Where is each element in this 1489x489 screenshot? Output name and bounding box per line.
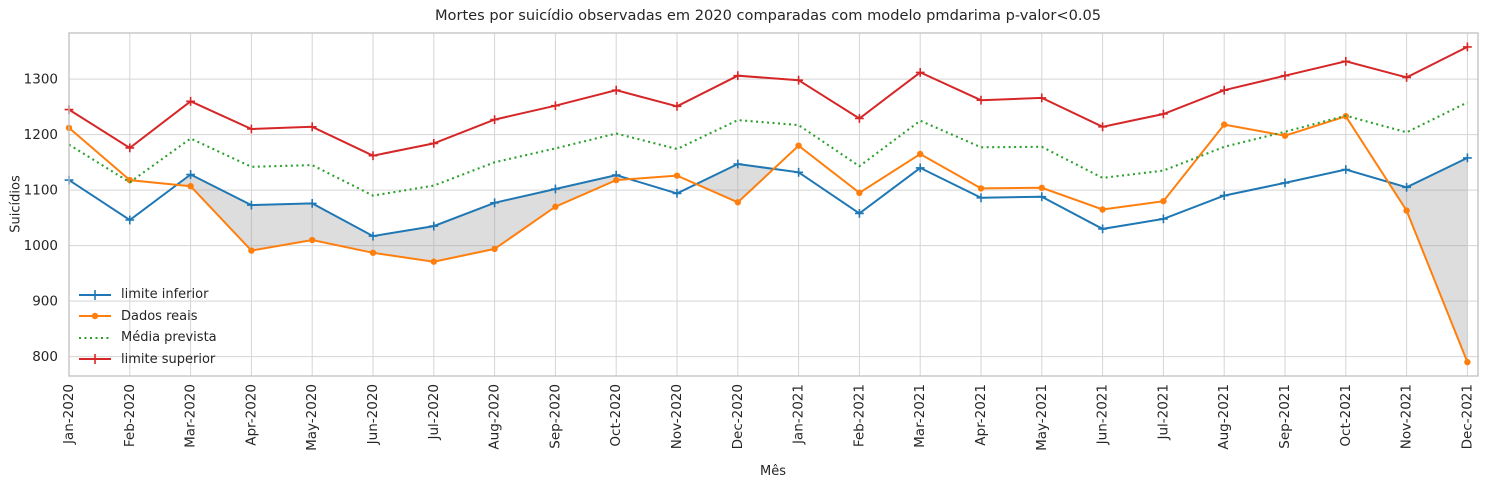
x-tick-label: Feb-2021 (851, 384, 867, 447)
x-tick-label: Apr-2020 (243, 384, 259, 446)
legend-line-sample-icon (78, 285, 112, 305)
circle-marker (1221, 121, 1228, 128)
x-tick-label: Apr-2021 (973, 384, 989, 446)
circle-marker (917, 150, 924, 158)
x-tick-label: Jun-2020 (365, 384, 381, 445)
circle-marker (248, 247, 255, 254)
y-tick-label: 1200 (24, 127, 58, 143)
y-tick-label: 1300 (24, 72, 58, 88)
x-tick-label: Jul-2021 (1155, 384, 1171, 441)
x-tick-label: Aug-2020 (487, 384, 503, 450)
legend-label: limite superior (121, 351, 216, 367)
circle-marker (1281, 132, 1289, 139)
circle-marker (430, 258, 437, 265)
circle-marker (552, 203, 559, 210)
x-tick-label: Sep-2020 (547, 384, 563, 449)
x-tick-label: Aug-2021 (1216, 384, 1232, 450)
legend-item-limite-superior: limite superior (78, 349, 217, 371)
plus-markers-3 (64, 42, 1472, 161)
confidence-fill (176, 157, 1468, 363)
x-tick-label: Dec-2021 (1459, 384, 1475, 449)
x-tick-label: Oct-2020 (608, 384, 624, 447)
series-line-1 (68, 115, 1469, 363)
circle-marker (187, 182, 194, 190)
legend-item-dados-reais: Dados reais (78, 306, 217, 328)
legend-label: limite inferior (121, 287, 209, 303)
series-line-0 (68, 156, 1468, 238)
circle-marker (491, 245, 498, 253)
circle-marker (1403, 207, 1410, 214)
x-tick-label: Nov-2021 (1399, 384, 1415, 449)
x-tick-label: Jul-2020 (426, 384, 442, 441)
x-tick-label: May-2021 (1034, 384, 1050, 451)
circle-marker (795, 142, 802, 149)
x-tick-label: May-2020 (304, 384, 320, 451)
circle-marker (977, 185, 985, 192)
circle-marker (1160, 197, 1167, 205)
circle-marker (734, 199, 741, 206)
legend-item-media-prevista: Média prevista (78, 327, 217, 349)
circle-marker (673, 172, 681, 179)
x-tick-label: Jan-2020 (61, 384, 77, 445)
circle-marker (1038, 184, 1046, 192)
legend-item-limite-inferior: limite inferior (78, 284, 217, 306)
x-tick-label: Nov-2020 (669, 384, 685, 449)
x-tick-label: Mar-2020 (183, 384, 199, 448)
circle-marker (856, 189, 863, 197)
circle-marker (369, 249, 377, 256)
y-tick-label: 1100 (24, 183, 58, 199)
y-tick-label: 1000 (24, 238, 58, 254)
x-tick-label: Jun-2021 (1095, 384, 1111, 445)
x-tick-label: Sep-2021 (1277, 384, 1293, 449)
legend: limite inferior Dados reais Média previs… (78, 284, 217, 370)
legend-line-sample-icon (78, 328, 112, 348)
circle-marker (309, 236, 316, 244)
chart-title: Mortes por suicídio observadas em 2020 c… (434, 7, 1102, 24)
x-tick-label: Oct-2021 (1338, 384, 1354, 447)
series-line-3 (68, 46, 1468, 157)
circle-marker (1099, 206, 1106, 213)
series-line-2 (68, 101, 1468, 197)
x-tick-label: Feb-2020 (122, 384, 138, 447)
circle-marker (613, 176, 620, 184)
legend-line-sample-icon (78, 306, 112, 326)
x-tick-label: Dec-2020 (730, 384, 746, 449)
legend-label: Média prevista (121, 330, 217, 346)
circle-marker (1464, 358, 1471, 366)
x-tick-label: Mar-2021 (912, 384, 928, 448)
legend-line-sample-icon (78, 349, 112, 369)
y-tick-label: 900 (32, 294, 58, 310)
x-axis-label: Mês (760, 464, 786, 479)
y-tick-label: 800 (32, 349, 58, 365)
x-tick-label: Jan-2021 (791, 384, 807, 445)
axes-border (68, 32, 1479, 377)
legend-label: Dados reais (121, 308, 198, 324)
